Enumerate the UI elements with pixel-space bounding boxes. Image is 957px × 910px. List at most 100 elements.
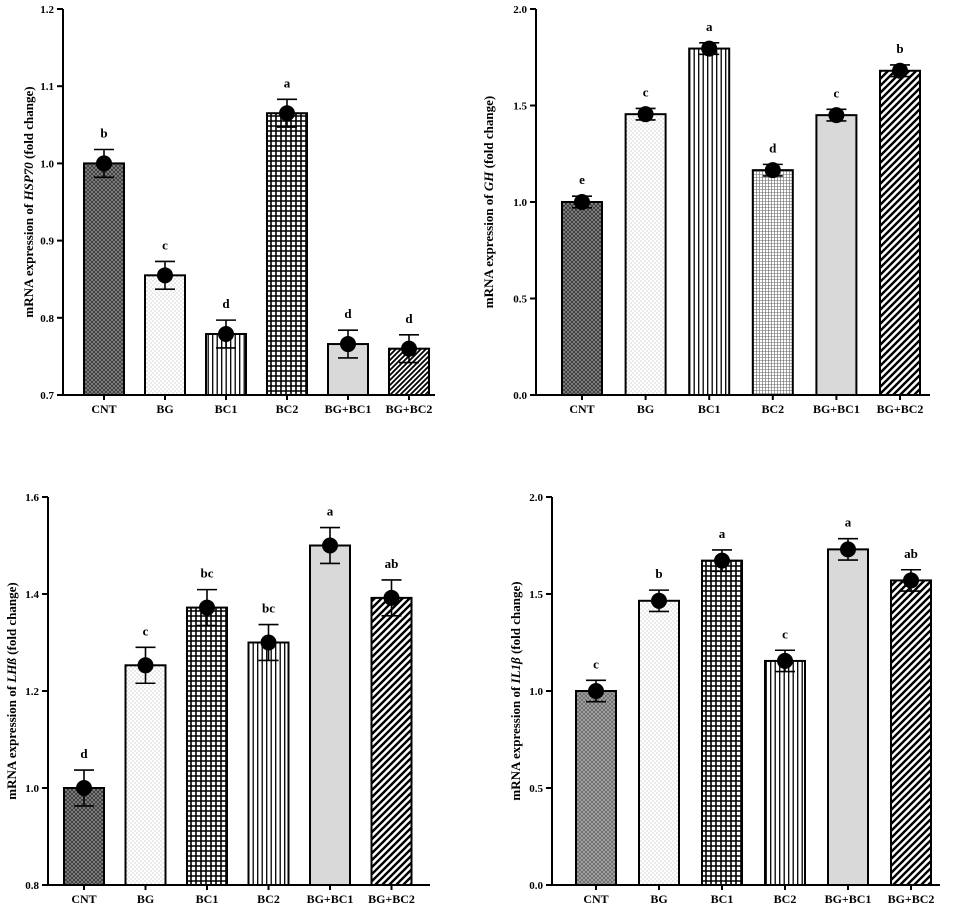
bar (890, 579, 932, 886)
x-tick-label: CNT (91, 402, 116, 416)
y-tick-label: 2.0 (529, 492, 543, 504)
significance-letter: d (769, 140, 777, 155)
significance-letter: a (719, 526, 726, 541)
y-tick-label: 0.8 (40, 313, 54, 325)
mean-point (218, 326, 234, 343)
significance-letter: c (143, 623, 149, 638)
chart-il1b: 0.0 0.5 1.0 1.5 2.0 mRNA expression of IL1β (… (508, 492, 940, 906)
mean-point (892, 62, 908, 79)
x-tick-label: BC2 (276, 402, 299, 416)
y-tick-label: 1.1 (40, 81, 54, 93)
y-tick-label: 0.5 (529, 783, 543, 795)
mean-point (764, 162, 781, 179)
x-tick-label: BG+BC1 (325, 402, 372, 416)
significance-letter: b (100, 126, 107, 141)
significance-letter: b (655, 566, 662, 581)
x-tick-label: BC1 (698, 402, 721, 416)
x-tick-label: BG+BC2 (888, 892, 935, 906)
x-tick-label: BG+BC1 (307, 892, 354, 906)
x-tick-label: BC1 (215, 402, 238, 416)
bar (144, 274, 186, 396)
y-tick-label: 1.4 (25, 589, 39, 601)
significance-letter: ab (904, 546, 918, 561)
y-tick-label: 1.2 (40, 4, 54, 16)
mean-point (383, 589, 400, 606)
y-tick-label: 0.9 (40, 236, 54, 248)
significance-letter: bc (262, 601, 275, 616)
significance-letter: c (782, 626, 788, 641)
mean-point (260, 634, 277, 651)
y-tick-label: 1.0 (40, 158, 54, 170)
mean-point (322, 537, 338, 554)
significance-letter: a (845, 515, 852, 530)
bar (764, 659, 806, 886)
bar (701, 559, 743, 887)
mean-point (828, 107, 845, 124)
x-tick-label: BG (650, 892, 667, 906)
chart-hsp70: 0.7 0.8 0.9 1.0 1.1 1.2 mRNA expression of HSP… (21, 4, 435, 416)
bar (83, 162, 125, 396)
x-tick-label: BG+BC1 (813, 402, 860, 416)
y-axis-label: mRNA expression of IL1β (fold change) (508, 581, 523, 800)
mean-point (651, 592, 667, 609)
x-tick-label: CNT (583, 892, 608, 906)
significance-letter: d (405, 311, 413, 326)
mean-point (96, 155, 112, 172)
chart-gh: 0.0 0.5 1.0 1.5 2.0 mRNA expression of GH (fo… (481, 4, 930, 416)
bar (624, 113, 667, 396)
x-tick-label: BG (156, 402, 173, 416)
y-tick-label: 0.0 (529, 880, 543, 892)
y-tick-label: 1.0 (25, 783, 39, 795)
y-axis-label: mRNA expression of HSP70 (fold change) (21, 86, 36, 317)
y-tick-label: 1.6 (25, 492, 39, 504)
x-tick-label: BC2 (774, 892, 797, 906)
mean-point (199, 599, 215, 616)
mean-point (137, 657, 154, 674)
significance-letter: c (162, 237, 168, 252)
x-tick-label: BC1 (196, 892, 219, 906)
bar (561, 201, 603, 396)
significance-letter: a (706, 19, 713, 34)
significance-letter: c (643, 84, 649, 99)
mean-point (588, 683, 604, 699)
x-tick-label: BG+BC2 (368, 892, 415, 906)
significance-letter: b (896, 41, 903, 56)
y-tick-label: 0.5 (513, 294, 527, 306)
mean-point (279, 105, 295, 122)
bar (688, 47, 731, 396)
mean-point (340, 336, 356, 353)
bar (186, 606, 228, 887)
x-tick-label: CNT (71, 892, 96, 906)
x-tick-label: BG+BC1 (825, 892, 872, 906)
y-tick-label: 1.0 (513, 197, 527, 209)
mean-point (777, 652, 793, 669)
y-tick-label: 1.5 (513, 101, 527, 113)
y-tick-label: 1.5 (529, 589, 543, 601)
bar (247, 641, 290, 886)
mean-point (157, 267, 173, 284)
x-tick-label: BG (637, 402, 654, 416)
bar (815, 114, 858, 397)
mean-point (574, 194, 590, 210)
bar (827, 548, 869, 886)
y-tick-label: 0.0 (513, 390, 527, 402)
x-tick-label: BC2 (761, 402, 784, 416)
y-tick-label: 1.0 (529, 686, 543, 698)
significance-letter: c (593, 656, 599, 671)
bar (751, 169, 794, 396)
bar (124, 664, 167, 886)
significance-letter: d (80, 746, 88, 761)
y-axis-label: mRNA expression of GH (fold change) (481, 96, 496, 308)
significance-letter: d (222, 296, 230, 311)
significance-letter: bc (201, 566, 214, 581)
significance-letter: c (834, 85, 840, 100)
mean-point (714, 552, 730, 569)
bar (309, 544, 351, 886)
bar (266, 112, 308, 396)
mean-point (76, 780, 92, 796)
mean-point (401, 340, 417, 357)
y-tick-label: 2.0 (513, 4, 527, 16)
x-tick-label: BC2 (257, 892, 280, 906)
mean-point (701, 40, 718, 57)
